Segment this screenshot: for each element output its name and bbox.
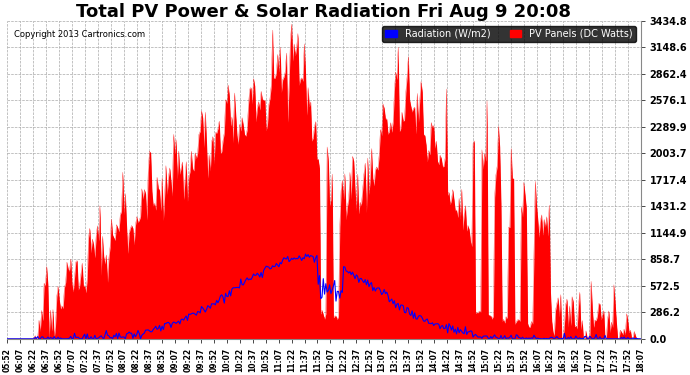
Text: Copyright 2013 Cartronics.com: Copyright 2013 Cartronics.com xyxy=(14,30,145,39)
Legend: Radiation (W/m2), PV Panels (DC Watts): Radiation (W/m2), PV Panels (DC Watts) xyxy=(382,26,635,42)
Title: Total PV Power & Solar Radiation Fri Aug 9 20:08: Total PV Power & Solar Radiation Fri Aug… xyxy=(77,3,571,21)
